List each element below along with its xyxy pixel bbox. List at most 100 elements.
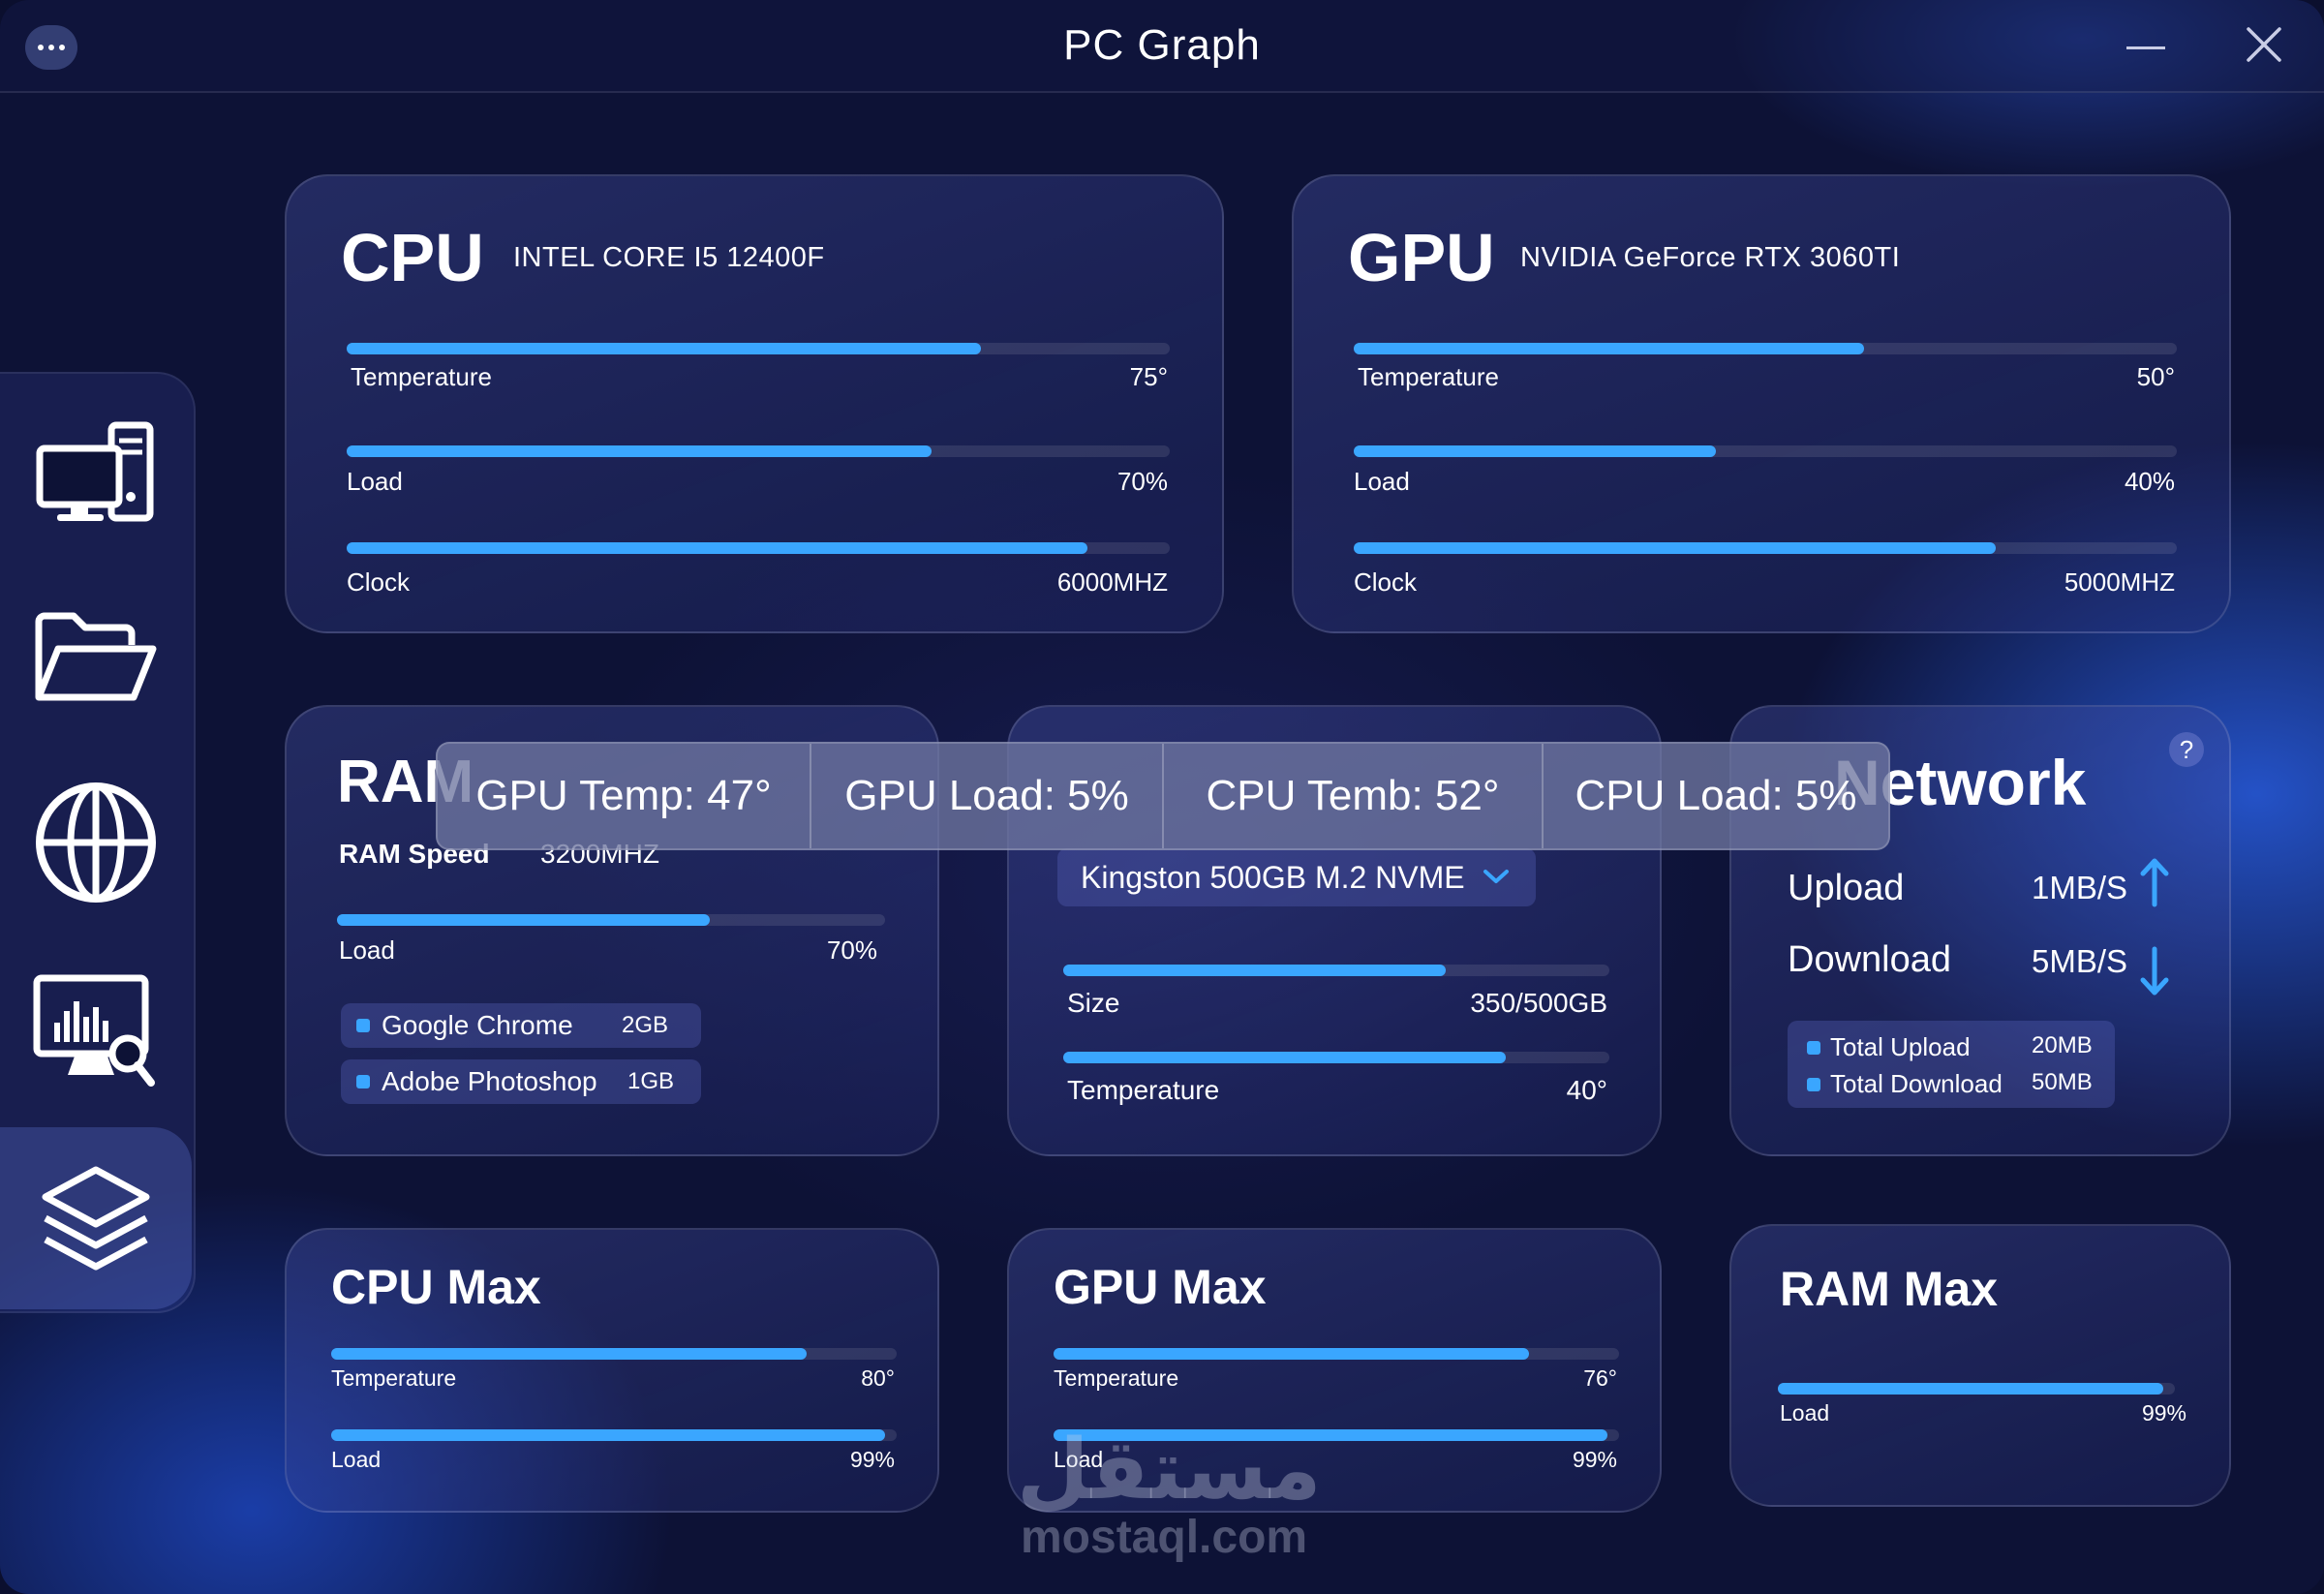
download-label: Download — [1788, 939, 1951, 980]
arrow-up-icon — [2140, 858, 2169, 907]
more-options-button[interactable] — [25, 25, 77, 70]
ram-max-card: RAM Max Load 99% — [1729, 1224, 2231, 1507]
gpu-max-temperature-value: 76° — [1583, 1365, 1617, 1391]
gpu-max-load-fill — [1054, 1429, 1608, 1441]
drive-select[interactable]: Kingston 500GB M.2 NVME — [1057, 848, 1536, 906]
overlay-gpu-load: GPU Load: 5% — [810, 744, 1162, 848]
cpu-max-load-value: 99% — [849, 1447, 895, 1472]
watermark-arabic: مستقل — [1017, 1422, 1322, 1518]
total-download-row: Total Download — [1807, 1069, 2003, 1099]
gpu-max-title: GPU Max — [1054, 1260, 1267, 1314]
ram-max-load-bar — [1778, 1383, 2175, 1395]
storage-temperature-fill — [1063, 1052, 1506, 1063]
computer-icon — [36, 421, 154, 522]
watermark-latin: mostaql.com — [1021, 1512, 1308, 1563]
gpu-temperature-label: Temperature — [1358, 362, 1499, 391]
folder-icon — [35, 612, 157, 701]
gpu-max-load-label: Load — [1054, 1447, 1104, 1472]
cpu-load-label: Load — [347, 467, 403, 496]
sidebar-item-analytics[interactable] — [0, 939, 192, 1121]
gpu-card: GPU NVIDIA GeForce RTX 3060TI Temperatur… — [1292, 174, 2231, 633]
cpu-temperature-label: Temperature — [351, 362, 492, 391]
cpu-max-load-bar — [331, 1429, 897, 1441]
cpu-max-temperature-value: 80° — [861, 1365, 895, 1391]
ram-app-chip: Adobe Photoshop 1GB — [341, 1059, 701, 1104]
cpu-temperature-bar — [347, 343, 1170, 354]
overlay-cpu-temp: CPU Temb: 52° — [1162, 744, 1542, 848]
gpu-temperature-fill — [1354, 343, 1864, 354]
drive-select-value: Kingston 500GB M.2 NVME — [1081, 860, 1465, 895]
gpu-temperature-value: 50° — [2136, 362, 2175, 391]
chevron-down-icon — [1483, 870, 1509, 883]
gpu-load-bar — [1354, 445, 2177, 457]
gpu-model: NVIDIA GeForce RTX 3060TI — [1520, 242, 1901, 273]
storage-temperature-value: 40° — [1566, 1075, 1607, 1105]
gpu-clock-label: Clock — [1354, 567, 1418, 597]
ram-load-label: Load — [339, 935, 395, 965]
arrow-down-icon — [2140, 946, 2169, 996]
sidebar-item-computer[interactable] — [0, 383, 192, 566]
gpu-max-temperature-label: Temperature — [1054, 1365, 1179, 1391]
cpu-max-temperature-bar — [331, 1348, 897, 1360]
cpu-max-temperature-label: Temperature — [331, 1365, 457, 1391]
sidebar — [0, 372, 196, 1313]
gpu-max-load-value: 99% — [1572, 1447, 1617, 1472]
cpu-load-bar — [347, 445, 1170, 457]
ram-app-size: 1GB — [627, 1068, 675, 1094]
help-button[interactable]: ? — [2169, 732, 2204, 767]
cpu-load-value: 70% — [1116, 467, 1168, 496]
cpu-temperature-value: 75° — [1129, 362, 1168, 391]
upload-label: Upload — [1788, 868, 1905, 908]
storage-size-label: Size — [1067, 988, 1120, 1018]
minimize-button[interactable] — [2126, 46, 2165, 49]
gpu-max-card: GPU Max Temperature 76° Load 99% — [1007, 1228, 1662, 1513]
gpu-max-temperature-bar — [1054, 1348, 1619, 1360]
ram-app-name: Adobe Photoshop — [382, 1066, 597, 1096]
sidebar-item-overlay[interactable] — [0, 1127, 192, 1309]
app-title: PC Graph — [1063, 21, 1261, 69]
ram-max-load-fill — [1778, 1383, 2163, 1395]
ram-app-chip: Google Chrome 2GB — [341, 1003, 701, 1048]
overlay-gpu-temp: GPU Temp: 47° — [475, 772, 772, 819]
dot-icon — [59, 45, 65, 50]
total-download-value: 50MB — [2032, 1069, 2093, 1095]
gpu-load-label: Load — [1354, 467, 1410, 496]
monitor-analytics-icon — [33, 974, 155, 1087]
storage-size-bar — [1063, 965, 1609, 976]
legend-square-icon — [356, 1019, 370, 1032]
cpu-max-load-fill — [331, 1429, 886, 1441]
cpu-max-title: CPU Max — [331, 1260, 541, 1314]
overlay-cpu-load: CPU Load: 5% — [1542, 744, 1888, 848]
cpu-clock-label: Clock — [347, 567, 411, 597]
gpu-clock-bar — [1354, 542, 2177, 554]
ram-load-value: 70% — [826, 935, 877, 965]
cpu-title: CPU — [341, 220, 484, 295]
ram-app-size: 2GB — [622, 1012, 669, 1038]
close-button[interactable] — [2245, 25, 2283, 64]
cpu-clock-bar — [347, 542, 1170, 554]
sidebar-item-files[interactable] — [0, 567, 192, 750]
cpu-max-load-label: Load — [331, 1447, 382, 1472]
cpu-max-temperature-fill — [331, 1348, 807, 1360]
gpu-clock-value: 5000MHZ — [2064, 567, 2175, 597]
overlay-stats-bar[interactable]: GPU Temp: 47° GPU Load: 5% CPU Temb: 52°… — [436, 742, 1890, 850]
sidebar-item-network[interactable] — [0, 751, 192, 934]
layers-icon — [42, 1166, 150, 1271]
legend-square-icon — [356, 1075, 370, 1088]
ram-max-title: RAM Max — [1780, 1262, 1999, 1316]
cpu-max-card: CPU Max Temperature 80° Load 99% — [285, 1228, 939, 1513]
cpu-load-fill — [347, 445, 932, 457]
title-bar: PC Graph — [0, 0, 2324, 93]
storage-size-value: 350/500GB — [1470, 988, 1607, 1018]
upload-value: 1MB/S — [2032, 870, 2128, 905]
cpu-clock-fill — [347, 542, 1087, 554]
total-upload-row: Total Upload — [1807, 1032, 1971, 1062]
total-upload-label: Total Upload — [1830, 1032, 1971, 1061]
cpu-temperature-fill — [347, 343, 981, 354]
legend-square-icon — [1807, 1077, 1820, 1091]
globe-icon — [36, 782, 156, 903]
network-totals: Total Upload 20MB Total Download 50MB — [1788, 1021, 2115, 1108]
storage-temperature-label: Temperature — [1067, 1075, 1220, 1105]
gpu-load-fill — [1354, 445, 1716, 457]
